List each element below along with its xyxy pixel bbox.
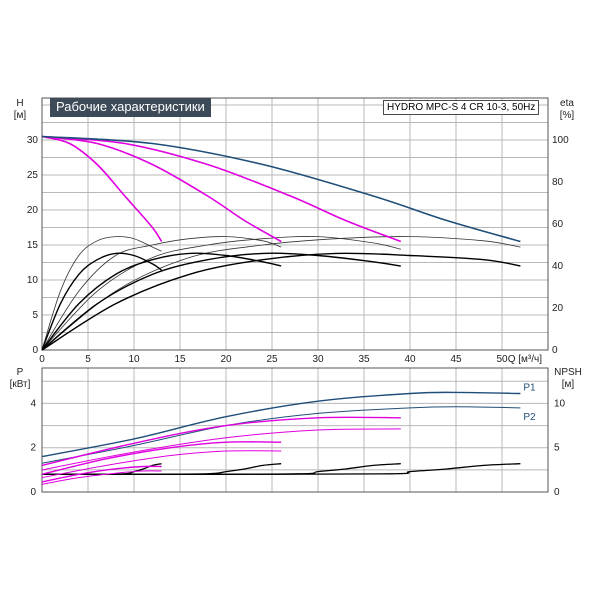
- npsh-curve: [41, 463, 162, 475]
- chart-title: Рабочие характеристики: [50, 98, 211, 117]
- efficiency-curve: [41, 252, 401, 351]
- p1-curve: [41, 391, 521, 458]
- flow-x-tick-label: 20: [220, 354, 232, 365]
- eta-y-tick-label: 20: [552, 303, 564, 314]
- flow-x-tick-label: 40: [404, 354, 416, 365]
- power-axis-unit: [кВт]: [10, 379, 31, 390]
- head-axis-label: H: [16, 98, 23, 109]
- power-plot-frame: [41, 367, 549, 493]
- flow-x-tick-label: 45: [450, 354, 462, 365]
- p1-series-label: P1: [523, 382, 536, 393]
- p2-curve: [41, 406, 521, 464]
- model-label: HYDRO MPC-S 4 CR 10-3, 50Hz: [383, 100, 540, 115]
- npsh-axis-label: NPSH: [554, 367, 582, 378]
- efficiency-curve: [41, 252, 163, 351]
- flow-axis-label: Q [м³/ч]: [508, 354, 543, 365]
- head-y-tick-label: 10: [27, 275, 39, 286]
- efficiency-curve: [41, 252, 282, 351]
- head-curve: [41, 135, 521, 243]
- head-curve: [41, 135, 163, 242]
- flow-x-tick-label: 25: [266, 354, 278, 365]
- efficiency-thin-curve: [41, 236, 162, 351]
- eta-axis-label: eta: [560, 98, 574, 109]
- flow-x-tick-label: 10: [128, 354, 140, 365]
- p2-curve: [41, 428, 401, 471]
- efficiency-thin-curve: [41, 236, 282, 351]
- power-axis-label: P: [17, 367, 24, 378]
- eta-axis-unit: [%]: [560, 110, 575, 121]
- head-y-tick-label: 5: [32, 310, 38, 321]
- efficiency-thin-curve: [41, 236, 521, 351]
- p1-curve: [41, 441, 282, 475]
- eta-y-tick-label: 40: [552, 261, 564, 272]
- head-curve: [41, 135, 282, 243]
- flow-x-tick-label: 15: [174, 354, 186, 365]
- p2-curve: [41, 470, 162, 485]
- p1-curve: [41, 465, 162, 483]
- p2-series-label: P2: [523, 412, 536, 423]
- npsh-y-tick-label: 10: [554, 398, 566, 409]
- flow-x-tick-label: 35: [358, 354, 370, 365]
- flow-x-tick-label: 5: [85, 354, 91, 365]
- head-y-tick-label: 30: [27, 135, 39, 146]
- npsh-curve: [41, 463, 521, 475]
- power-y-tick-label: 4: [30, 398, 36, 409]
- head-y-tick-label: 25: [27, 170, 39, 181]
- eta-y-tick-label: 80: [552, 177, 564, 188]
- eta-y-tick-label: 0: [552, 345, 558, 356]
- head-axis-unit: [м]: [14, 110, 27, 121]
- flow-x-tick-label: 50: [496, 354, 508, 365]
- efficiency-curve: [41, 252, 521, 351]
- npsh-y-tick-label: 0: [554, 487, 560, 498]
- head-curve: [41, 135, 402, 243]
- power-y-tick-label: 2: [30, 443, 36, 454]
- p1-curve: [41, 416, 401, 467]
- npsh-y-tick-label: 5: [554, 443, 560, 454]
- eta-y-tick-label: 100: [552, 135, 569, 146]
- head-y-tick-label: 20: [27, 205, 39, 216]
- head-y-tick-label: 15: [27, 240, 39, 251]
- flow-x-tick-label: 0: [39, 354, 45, 365]
- flow-x-tick-label: 30: [312, 354, 324, 365]
- npsh-axis-unit: [м]: [562, 379, 575, 390]
- head-plot-frame: [41, 97, 549, 351]
- p2-curve: [41, 450, 282, 479]
- eta-y-tick-label: 60: [552, 219, 564, 230]
- head-y-tick-label: 0: [32, 345, 38, 356]
- efficiency-thin-curve: [41, 236, 401, 351]
- power-y-tick-label: 0: [30, 487, 36, 498]
